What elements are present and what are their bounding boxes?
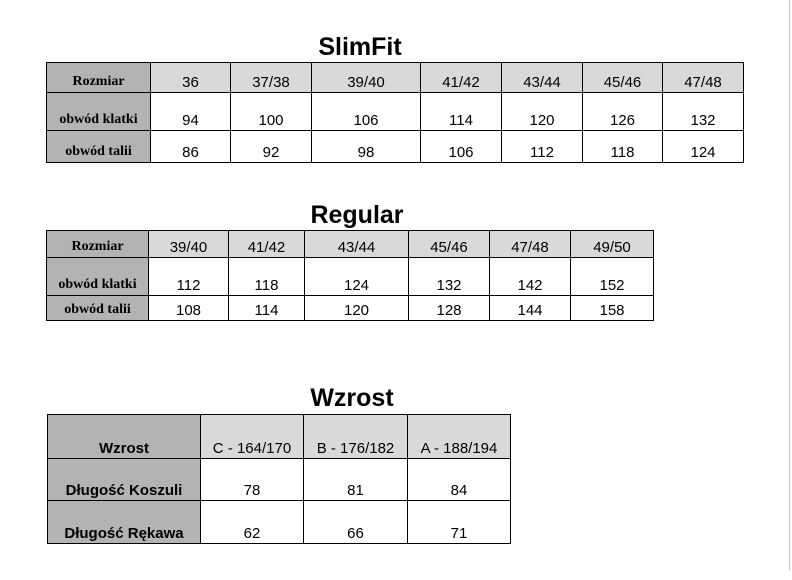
row-label-cell: obwód klatki (46, 257, 149, 296)
value-cell: 112 (148, 257, 229, 296)
value-cell: 114 (420, 92, 502, 131)
row-label-cell: Długość Rękawa (47, 500, 201, 544)
header-row: Wzrost C - 164/170 B - 176/182 A - 188/194 (47, 414, 511, 459)
value-cell: 78 (200, 458, 304, 501)
wzrost-height-table: Wzrost C - 164/170 B - 176/182 A - 188/194 D… (47, 414, 511, 544)
size-header-cell: 37/38 (230, 62, 312, 93)
size-header-cell: 36 (150, 62, 231, 93)
row-header-cell: Wzrost (47, 414, 201, 459)
value-cell: 144 (489, 295, 571, 321)
value-cell: 94 (150, 92, 231, 131)
header-row: Rozmiar 36 37/38 39/40 41/42 43/44 45/46 47/48 (46, 62, 744, 93)
value-cell: 118 (228, 257, 305, 296)
value-cell: 128 (408, 295, 490, 321)
value-cell: 142 (489, 257, 571, 296)
value-cell: 86 (150, 130, 231, 163)
row-label-cell: obwód klatki (46, 92, 151, 131)
size-header-cell: 47/48 (662, 62, 744, 93)
value-cell: 92 (230, 130, 312, 163)
slimfit-title: SlimFit (318, 33, 402, 61)
wzrost-title: Wzrost (310, 384, 394, 412)
value-cell: 124 (304, 257, 409, 296)
size-header-cell: 41/42 (228, 230, 305, 258)
slimfit-size-table: Rozmiar 36 37/38 39/40 41/42 43/44 45/46 47/48 o… (46, 62, 744, 163)
size-header-cell: C - 164/170 (200, 414, 304, 459)
row-label-cell: obwód talii (46, 295, 149, 321)
value-cell: 81 (303, 458, 408, 501)
row-header-cell: Rozmiar (46, 230, 149, 258)
size-header-cell: A - 188/194 (407, 414, 511, 459)
value-cell: 66 (303, 500, 408, 544)
value-cell: 132 (662, 92, 744, 131)
value-cell: 152 (570, 257, 654, 296)
row-label-cell: obwód talii (46, 130, 151, 163)
value-cell: 106 (311, 92, 421, 131)
size-header-cell: 39/40 (311, 62, 421, 93)
table-row: Długość Koszuli 78 81 84 (47, 458, 511, 501)
value-cell: 114 (228, 295, 305, 321)
value-cell: 118 (582, 130, 663, 163)
value-cell: 98 (311, 130, 421, 163)
size-header-cell: 39/40 (148, 230, 229, 258)
size-header-cell: 49/50 (570, 230, 654, 258)
value-cell: 108 (148, 295, 229, 321)
size-header-cell: 45/46 (408, 230, 490, 258)
value-cell: 132 (408, 257, 490, 296)
value-cell: 126 (582, 92, 663, 131)
regular-title: Regular (310, 201, 404, 229)
table-row: obwód klatki 112 118 124 132 142 152 (46, 257, 654, 296)
value-cell: 112 (501, 130, 583, 163)
size-header-cell: 41/42 (420, 62, 502, 93)
size-header-cell: 43/44 (304, 230, 409, 258)
value-cell: 158 (570, 295, 654, 321)
regular-size-table: Rozmiar 39/40 41/42 43/44 45/46 47/48 49/50 obw… (46, 230, 654, 321)
size-header-cell: 43/44 (501, 62, 583, 93)
row-header-cell: Rozmiar (46, 62, 151, 93)
header-row: Rozmiar 39/40 41/42 43/44 45/46 47/48 49/50 (46, 230, 654, 258)
table-row: obwód klatki 94 100 106 114 120 126 132 (46, 92, 744, 131)
value-cell: 124 (662, 130, 744, 163)
table-row: obwód talii 86 92 98 106 112 118 124 (46, 130, 744, 163)
page-edge-line (789, 0, 790, 570)
size-header-cell: 47/48 (489, 230, 571, 258)
value-cell: 71 (407, 500, 511, 544)
size-header-cell: 45/46 (582, 62, 663, 93)
table-row: obwód talii 108 114 120 128 144 158 (46, 295, 654, 321)
value-cell: 106 (420, 130, 502, 163)
value-cell: 120 (501, 92, 583, 131)
value-cell: 84 (407, 458, 511, 501)
table-row: Długość Rękawa 62 66 71 (47, 500, 511, 544)
size-header-cell: B - 176/182 (303, 414, 408, 459)
row-label-cell: Długość Koszuli (47, 458, 201, 501)
value-cell: 100 (230, 92, 312, 131)
value-cell: 120 (304, 295, 409, 321)
value-cell: 62 (200, 500, 304, 544)
